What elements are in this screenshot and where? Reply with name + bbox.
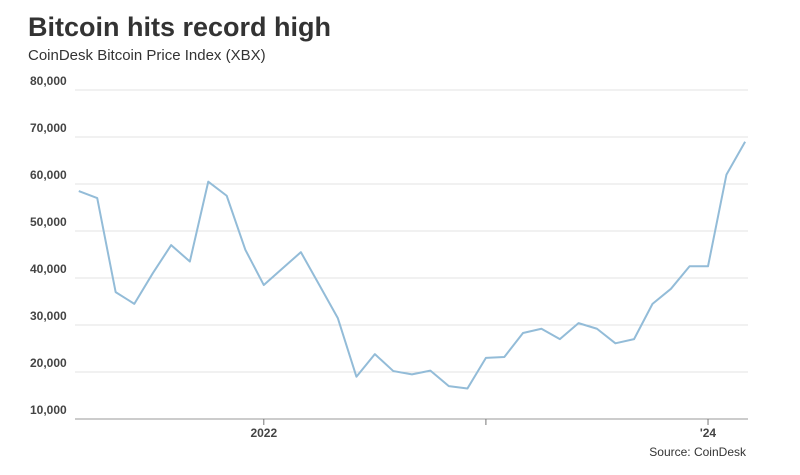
chart-title: Bitcoin hits record high: [28, 12, 331, 42]
y-tick-label: 30,000: [30, 309, 67, 323]
y-tick-label: 50,000: [30, 215, 67, 229]
x-tick-label: 2022: [250, 426, 277, 440]
source-note: Source: CoinDesk: [649, 445, 747, 459]
y-tick-label: 60,000: [30, 168, 67, 182]
y-tick-label: 80,000: [30, 74, 67, 88]
y-tick-label: 20,000: [30, 356, 67, 370]
chart-subtitle: CoinDesk Bitcoin Price Index (XBX): [28, 47, 266, 64]
y-tick-label: 10,000: [30, 403, 67, 417]
x-tick-label: '24: [700, 426, 717, 440]
y-tick-label: 40,000: [30, 262, 67, 276]
price-line: [78, 141, 746, 390]
y-tick-label: 70,000: [30, 121, 67, 135]
